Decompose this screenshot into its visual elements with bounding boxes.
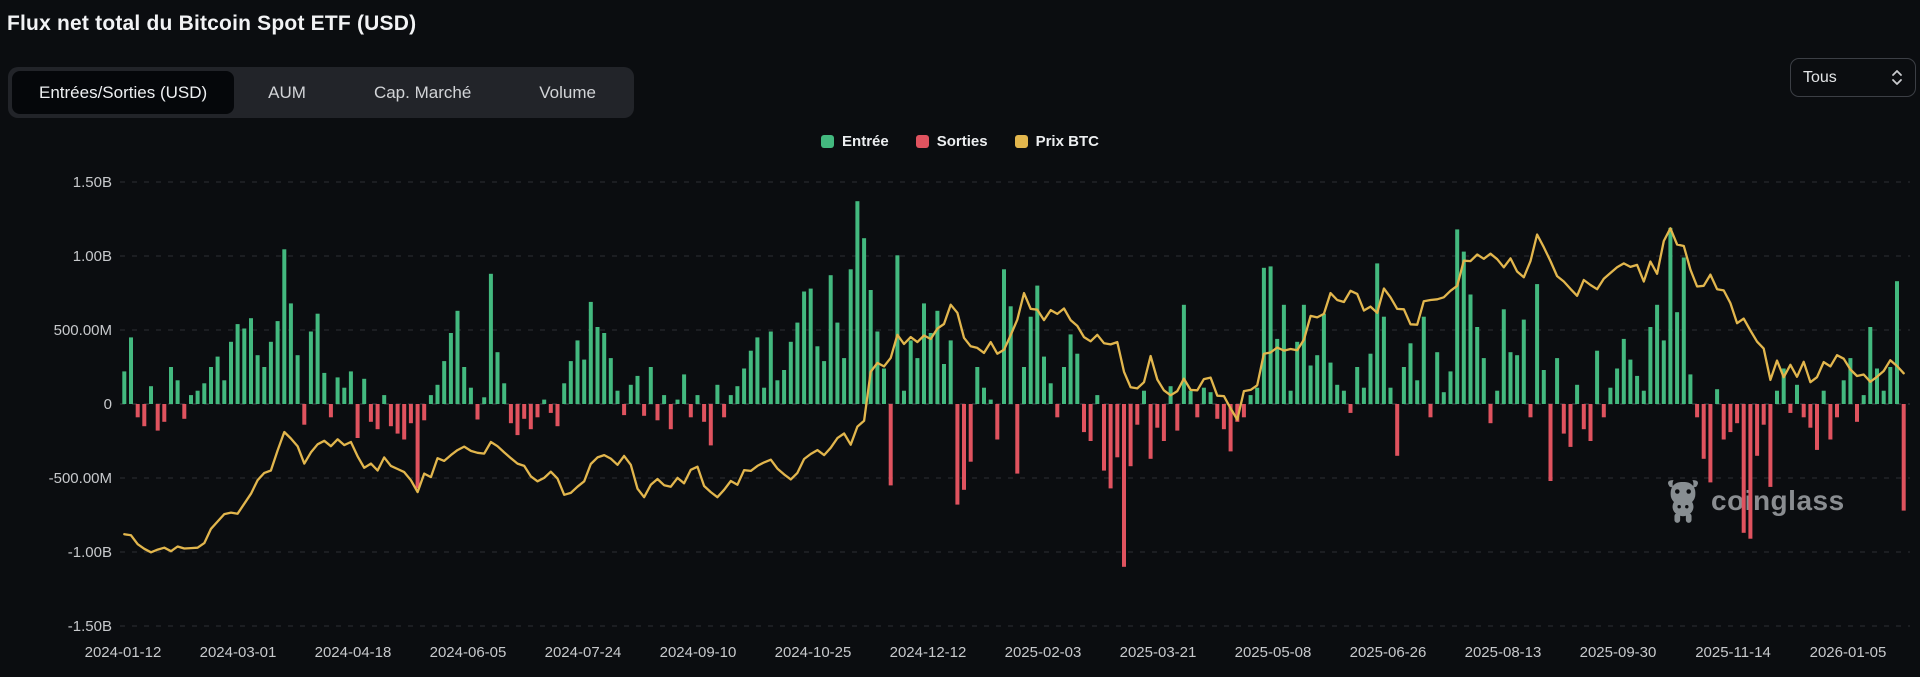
svg-text:500.00M: 500.00M	[54, 322, 112, 339]
svg-text:2025-05-08: 2025-05-08	[1235, 644, 1312, 661]
svg-text:1.00B: 1.00B	[73, 248, 112, 265]
svg-text:2025-02-03: 2025-02-03	[1005, 644, 1082, 661]
svg-text:2024-12-12: 2024-12-12	[890, 644, 967, 661]
svg-text:0: 0	[104, 396, 112, 413]
svg-text:2024-07-24: 2024-07-24	[545, 644, 622, 661]
etf-flow-dashboard: Flux net total du Bitcoin Spot ETF (USD)…	[0, 0, 1920, 677]
svg-text:2024-10-25: 2024-10-25	[775, 644, 852, 661]
svg-text:1.50B: 1.50B	[73, 174, 112, 191]
flows-chart[interactable]: 1.50B 1.00B 500.00M 0 -500.00M -1.00B -1.50B 20…	[0, 0, 1920, 677]
svg-text:2024-03-01: 2024-03-01	[200, 644, 277, 661]
svg-text:2026-01-05: 2026-01-05	[1810, 644, 1887, 661]
svg-text:2024-01-12: 2024-01-12	[85, 644, 162, 661]
svg-text:2025-08-13: 2025-08-13	[1465, 644, 1542, 661]
svg-text:2025-11-14: 2025-11-14	[1695, 644, 1771, 661]
svg-text:-500.00M: -500.00M	[49, 470, 112, 487]
svg-text:2024-06-05: 2024-06-05	[430, 644, 507, 661]
svg-text:2024-04-18: 2024-04-18	[315, 644, 392, 661]
x-axis-labels: 2024-01-12 2024-03-01 2024-04-18 2024-06-05…	[85, 644, 1887, 661]
svg-text:2025-09-30: 2025-09-30	[1580, 644, 1657, 661]
svg-text:2025-06-26: 2025-06-26	[1350, 644, 1427, 661]
svg-text:2024-09-10: 2024-09-10	[660, 644, 737, 661]
svg-text:-1.00B: -1.00B	[68, 544, 112, 561]
flow-bars[interactable]	[122, 201, 1905, 567]
svg-text:2025-03-21: 2025-03-21	[1120, 644, 1197, 661]
svg-text:-1.50B: -1.50B	[68, 618, 112, 635]
gridlines	[120, 182, 1910, 626]
y-axis-labels: 1.50B 1.00B 500.00M 0 -500.00M -1.00B -1.50B	[49, 174, 112, 635]
